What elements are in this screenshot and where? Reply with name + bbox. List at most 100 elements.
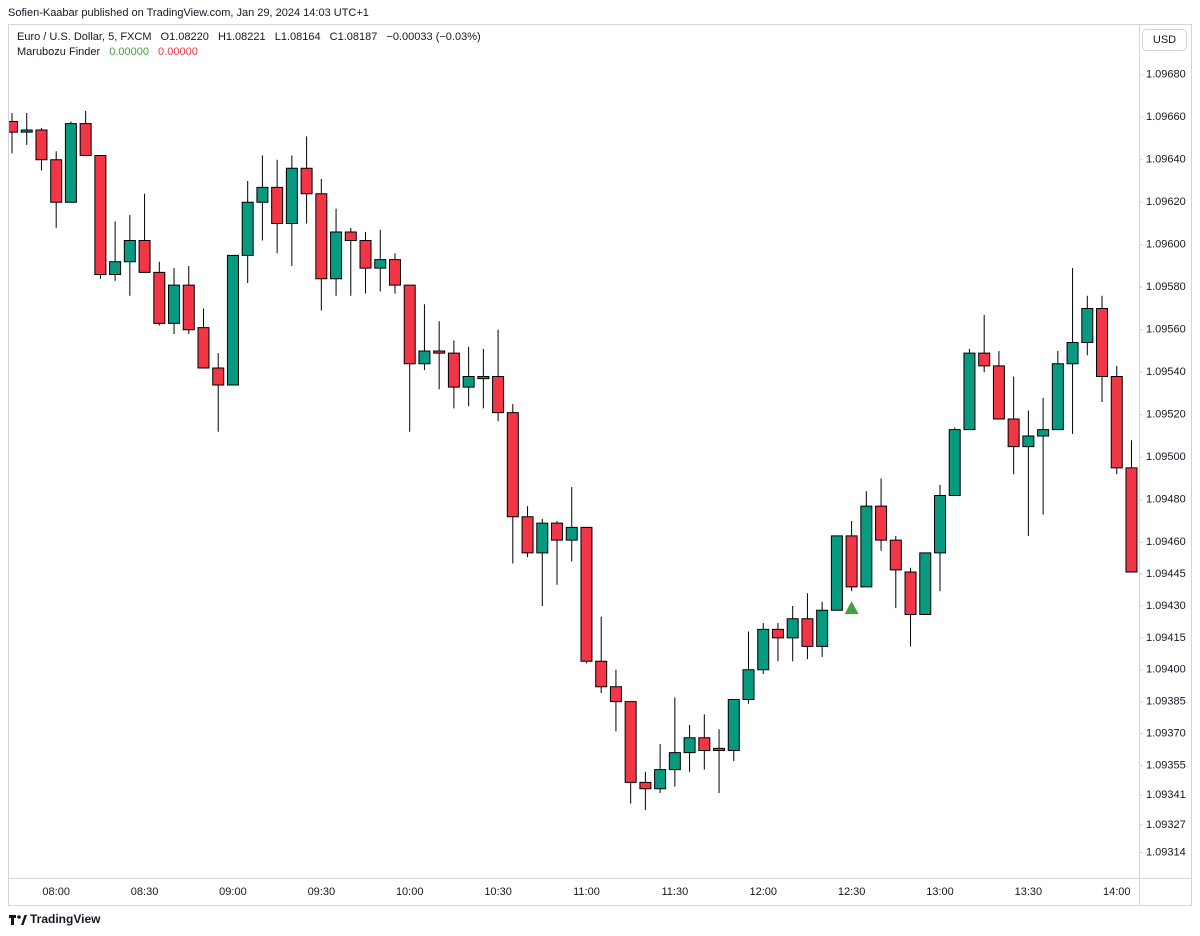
candle-body [992,365,1005,420]
candle-body [727,699,740,751]
candle-body [683,737,696,754]
indicator-value: 0.00000 [109,46,149,58]
candle-body [433,350,446,354]
candle-body [757,628,770,671]
candle-body [256,186,269,203]
candle-body [668,752,681,771]
y-tick-label: 1.09620 [1146,196,1186,208]
candle-body [948,429,961,496]
candle-body [315,193,328,280]
y-tick-label: 1.09600 [1146,239,1186,251]
candle-body [109,261,122,275]
currency-label[interactable]: USD [1153,34,1176,46]
candle-body [713,747,726,751]
x-tick-label: 13:00 [926,886,954,898]
symbol-title: Euro / U.S. Dollar, 5, FXCM [17,31,152,43]
plot-area [9,110,1138,810]
y-tick-label: 1.09385 [1146,696,1186,708]
indicator-name: Marubozu Finder [17,46,101,58]
y-tick-label: 1.09480 [1146,494,1186,506]
brand-logo [9,915,27,925]
x-tick-label: 12:00 [749,886,777,898]
candle-body [609,686,622,703]
candle-body [1007,418,1020,448]
candle-body [285,167,298,224]
ohlc-low: L1.08164 [274,31,321,43]
candle-body [506,412,519,518]
x-tick-label: 12:30 [838,886,866,898]
y-tick-label: 1.09580 [1146,281,1186,293]
y-tick-label: 1.09460 [1146,536,1186,548]
change: −0.00033 (−0.03%) [386,31,481,43]
candle-body [344,231,357,241]
candle-body [536,522,549,554]
candle-body [64,123,77,203]
candle-body [271,186,284,224]
candle-body [94,155,107,275]
candle-body [241,201,254,256]
candle-body [492,376,505,414]
x-tick-label: 11:30 [661,886,688,898]
ohlc-close: C1.08187 [329,31,378,43]
candle-body [447,352,460,388]
candle-body [123,240,136,263]
x-tick-label: 10:30 [484,886,512,898]
candle-body [551,522,564,541]
x-tick-label: 11:00 [573,886,600,898]
candle-body [1066,342,1079,365]
candle-body [182,284,195,331]
y-tick-label: 1.09445 [1146,568,1186,580]
candle-body [771,628,784,639]
y-tick-label: 1.09560 [1146,324,1186,336]
x-tick-label: 09:00 [219,886,247,898]
candle-body [639,781,652,790]
candle-body [9,121,18,133]
candle-body [300,167,313,195]
y-tick-label: 1.09415 [1146,632,1186,644]
candle-body [374,259,387,269]
candle-body [889,539,902,571]
currency-button[interactable] [1142,29,1187,51]
candle-body [698,737,711,751]
candle-body [330,231,343,280]
candle-body [963,352,976,431]
y-tick-label: 1.09400 [1146,664,1186,676]
legend-line: Euro / U.S. Dollar, 5, FXCM O1.08220 H1.… [17,31,487,43]
y-tick-label: 1.09520 [1146,409,1186,421]
chart-frame [8,24,1192,906]
y-tick-label: 1.09640 [1146,154,1186,166]
y-tick-label: 1.09500 [1146,451,1186,463]
candle-body [212,367,225,386]
candle-body [816,609,829,647]
x-tick-label: 10:00 [396,886,424,898]
indicator-line: Marubozu Finder 0.00000 0.00000 [17,46,204,58]
candle-body [197,327,210,369]
y-tick-label: 1.09660 [1146,111,1186,123]
y-tick-label: 1.09540 [1146,366,1186,378]
candle-body [521,516,534,554]
y-tick-label: 1.09355 [1146,759,1186,771]
y-tick-label: 1.09370 [1146,727,1186,739]
ohlc-high: H1.08221 [217,31,266,43]
candle-body [801,618,814,647]
candle-body [580,526,593,662]
y-tick-label: 1.09680 [1146,69,1186,81]
candle-body [830,535,843,611]
candle-body [50,159,63,203]
candle-body [168,284,181,324]
candle-body [904,571,917,615]
candle-body [978,352,991,367]
candle-body [1081,308,1094,343]
x-tick-label: 14:00 [1103,886,1131,898]
candle-body [138,240,151,273]
candle-body [845,535,858,588]
x-tick-label: 08:00 [42,886,70,898]
x-tick-label: 09:30 [308,886,336,898]
candle-body [919,552,932,615]
candle-body [1110,376,1123,469]
publisher: Sofien-Kaabar published on TradingView.c… [8,7,369,19]
candle-body [654,769,667,790]
brand: TradingView [30,912,101,926]
